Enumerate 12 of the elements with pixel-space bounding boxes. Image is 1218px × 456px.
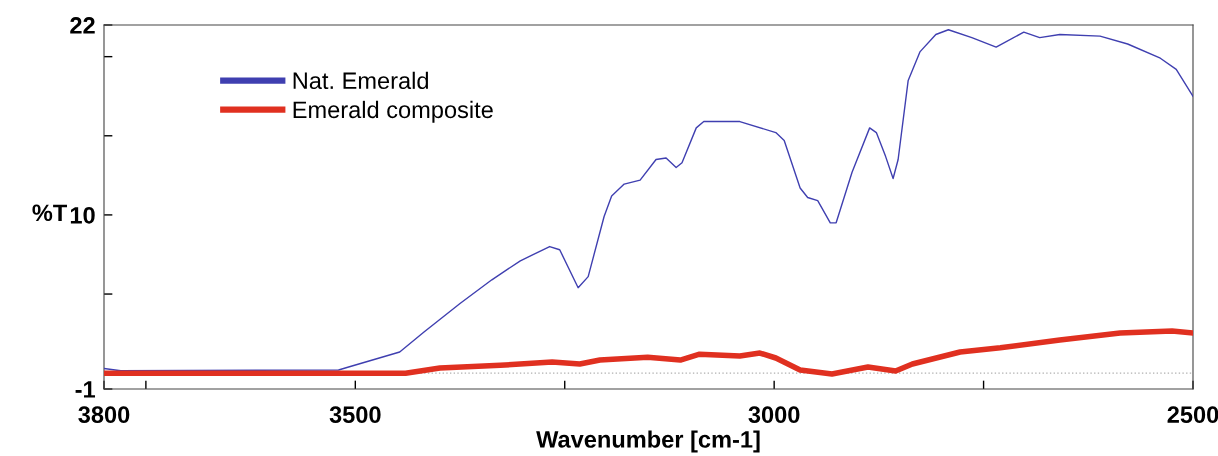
x-tick-label: 3000 xyxy=(748,406,800,424)
x-axis-title: Wavenumber [cm-1] xyxy=(536,430,760,453)
line-series xyxy=(104,29,1193,372)
y-tick-label: 22 xyxy=(70,17,95,34)
y-axis-title: %T xyxy=(32,204,68,222)
x-tick-label: 3800 xyxy=(78,406,130,424)
x-tick-label: 3500 xyxy=(329,406,381,424)
legend-label: Emerald composite xyxy=(293,100,493,123)
y-tick-label: -1 xyxy=(75,381,96,398)
x-tick-label: 2500 xyxy=(1167,406,1218,424)
y-tick-label: 10 xyxy=(70,206,95,224)
legend-label: Nat. Emerald xyxy=(293,71,428,90)
